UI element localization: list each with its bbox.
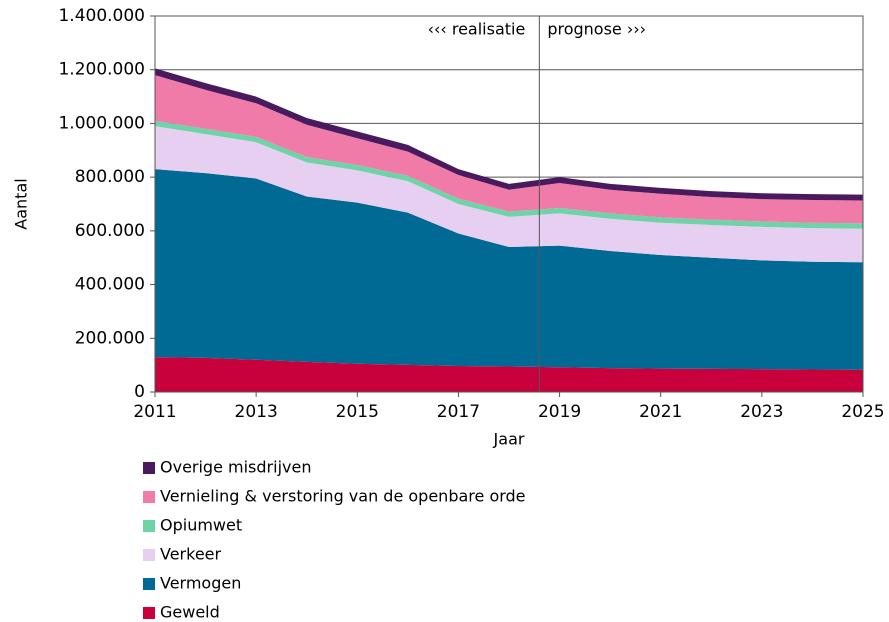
legend-label: Verkeer xyxy=(160,545,222,564)
x-tick-label: 2021 xyxy=(639,402,682,422)
legend-swatch xyxy=(143,491,155,503)
x-tick-label: 2023 xyxy=(740,402,783,422)
legend-label: Vermogen xyxy=(160,574,241,593)
area xyxy=(155,126,863,263)
y-tick-label: 800.000 xyxy=(75,167,145,187)
y-tick-label: 1.000.000 xyxy=(58,113,145,133)
annotation: prognose ››› xyxy=(547,20,646,39)
legend-label: Opiumwet xyxy=(160,516,242,535)
area xyxy=(155,169,863,370)
x-tick-label: 2013 xyxy=(235,402,278,422)
y-tick-label: 0 xyxy=(134,382,145,402)
x-axis-label: Jaar xyxy=(493,430,525,449)
legend-swatch xyxy=(143,462,155,474)
area xyxy=(155,75,863,224)
plot-frame xyxy=(154,15,864,393)
x-tick-label: 2015 xyxy=(336,402,379,422)
legend-label: Vernieling & verstoring van de openbare … xyxy=(160,487,526,506)
legend-swatch xyxy=(143,549,155,561)
legend-swatch xyxy=(143,607,155,619)
legend-label: Overige misdrijven xyxy=(160,458,311,477)
legend-swatch xyxy=(143,578,155,590)
y-tick-label: 200.000 xyxy=(75,328,145,348)
area xyxy=(155,357,863,392)
annotation: ‹‹‹ realisatie xyxy=(428,20,526,39)
y-axis-label: Aantal xyxy=(12,178,31,229)
legend-label: Geweld xyxy=(160,603,220,622)
x-tick-label: 2011 xyxy=(133,402,176,422)
x-tick-label: 2019 xyxy=(538,402,581,422)
x-tick-label: 2025 xyxy=(841,402,884,422)
y-tick-label: 400.000 xyxy=(75,275,145,295)
y-tick-label: 600.000 xyxy=(75,221,145,241)
x-tick-label: 2017 xyxy=(437,402,480,422)
y-tick-label: 1.200.000 xyxy=(58,60,145,80)
y-tick-label: 1.400.000 xyxy=(58,6,145,26)
legend-swatch xyxy=(143,520,155,532)
